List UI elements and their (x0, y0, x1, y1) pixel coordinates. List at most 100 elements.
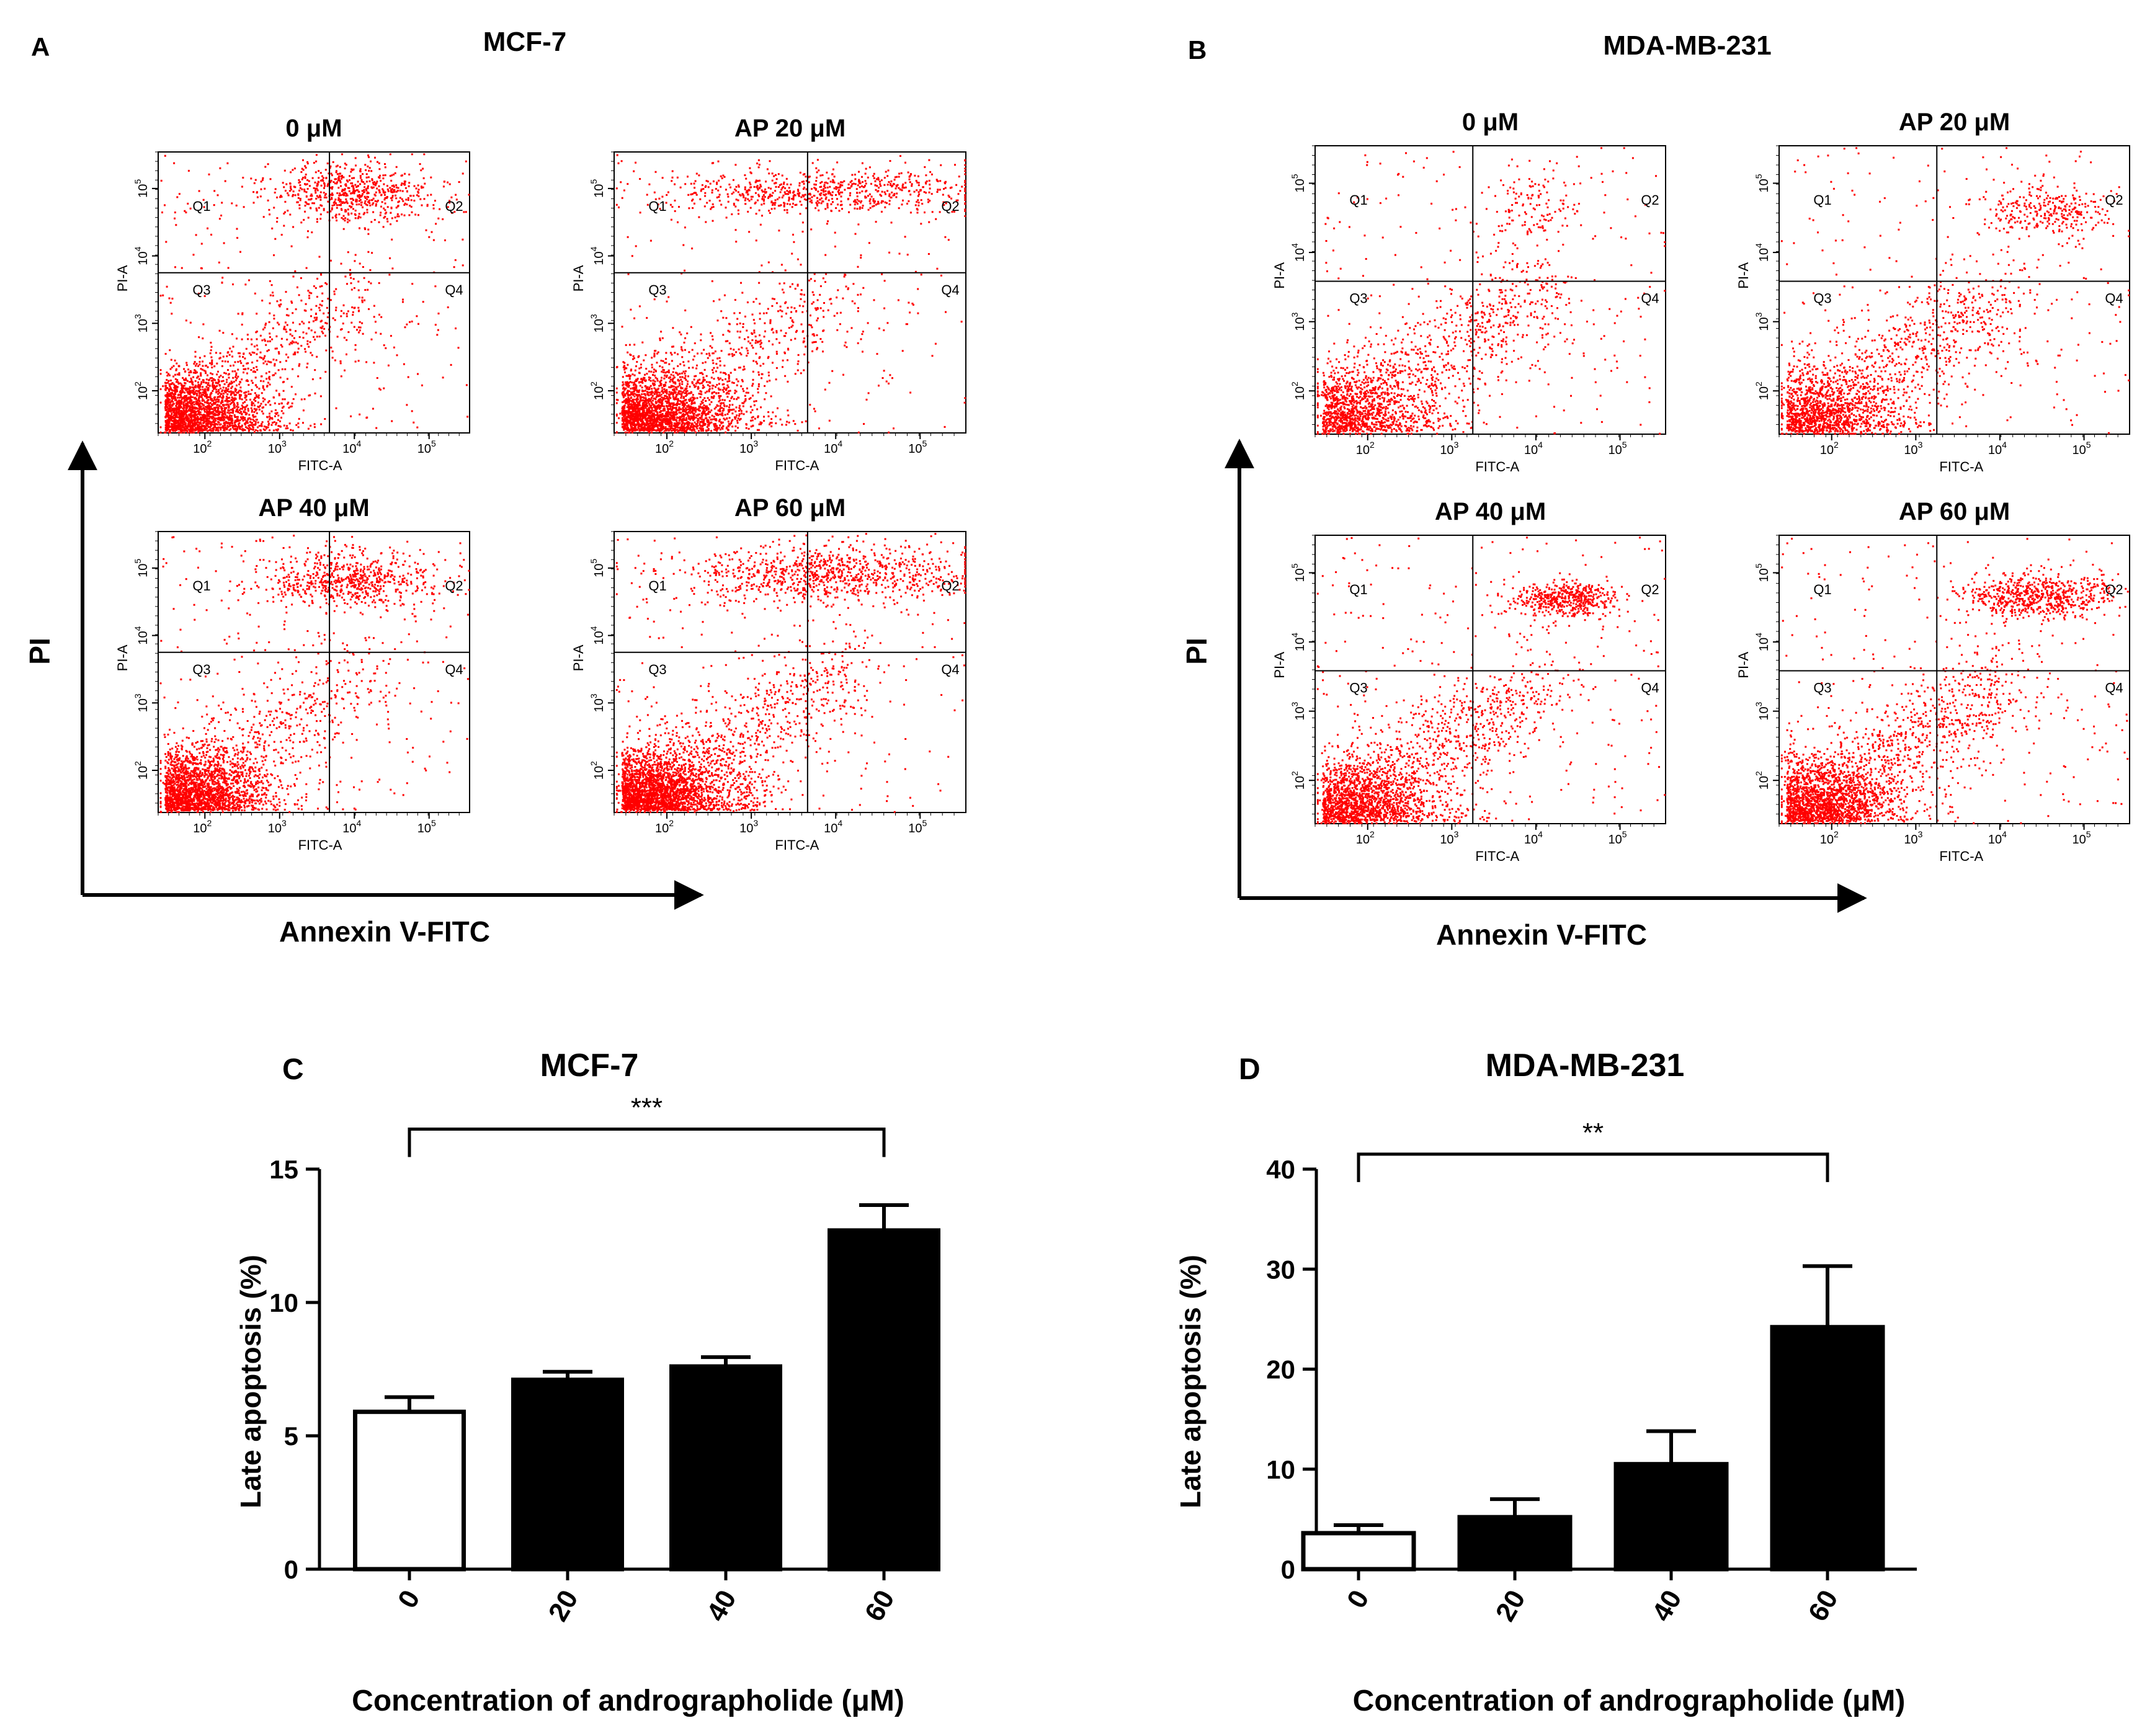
flow-plot-a-2: AP 20 μM Q1 Q2 Q3 Q4 102 102 103 103 104 104 105 105… (571, 115, 966, 473)
flow-x-tick-exp: 3 (753, 438, 758, 448)
flow-x-tick-exp: 5 (1622, 829, 1627, 839)
bar-0 (353, 1409, 466, 1572)
flow-x-tick-exp: 4 (2002, 829, 2007, 839)
flow-y-tick-label: 104 (1290, 633, 1307, 651)
flow-y-tick-label: 102 (1754, 381, 1771, 400)
bar-panel-letter: C (282, 1053, 304, 1086)
flow-y-tick-label: 104 (1754, 243, 1771, 262)
bar-60 (1770, 1325, 1885, 1572)
flow-x-tick-exp: 3 (282, 818, 287, 828)
flow-y-tick-label: 105 (1290, 563, 1307, 582)
bar-x-tick-label: 40 (701, 1585, 743, 1627)
quadrant-label-q2: Q2 (1641, 582, 1659, 597)
flow-x-tick-label: 105 (2073, 440, 2091, 457)
flow-plot-title: 0 μM (1462, 109, 1519, 136)
flow-y-axis-label: PI-A (1272, 262, 1287, 289)
flow-y-axis-label: PI-A (115, 644, 130, 671)
quadrant-label-q3: Q3 (192, 282, 210, 298)
flow-y-tick-exp: 5 (1754, 174, 1764, 179)
panel-b: B MDA-MB-231 PI Annexin V-FITC 0 μM Q1 Q2 Q… (1180, 30, 2130, 951)
flow-x-tick-exp: 4 (356, 818, 361, 828)
flow-x-tick-exp: 2 (1370, 829, 1375, 839)
flow-plot-title: 0 μM (285, 115, 342, 142)
flow-y-tick-exp: 2 (133, 761, 143, 766)
flow-y-tick-label: 104 (1290, 243, 1307, 262)
flow-y-tick-exp: 2 (133, 381, 143, 386)
bar-y-axis-label: Late apoptosis (%) (234, 1255, 267, 1508)
bar-x-axis-label: Concentration of andrographolide (μM) (1353, 1685, 1906, 1717)
flow-x-tick-label: 105 (2073, 829, 2091, 847)
flow-y-tick-label: 103 (1290, 312, 1307, 331)
quadrant-label-q1: Q1 (648, 198, 666, 214)
flow-x-tick-label: 104 (342, 438, 361, 456)
flow-y-tick-exp: 4 (133, 626, 143, 631)
panel-d-bar-chart: D MDA-MB-231 0 10 20 30 40 Late apoptosis (%) 0 2… (1174, 1048, 1917, 1717)
panel-a-y-axis-label: PI (24, 638, 56, 664)
flow-y-tick-label: 105 (1754, 563, 1771, 582)
flow-x-tick-label: 102 (1820, 829, 1839, 847)
flow-x-axis-label: FITC-A (775, 458, 819, 473)
quadrant-label-q1: Q1 (1813, 192, 1831, 208)
flow-y-axis-label: PI-A (1272, 652, 1287, 679)
flow-y-tick-label: 103 (133, 693, 150, 712)
flow-y-tick-label: 102 (589, 761, 606, 780)
flow-plot-title: AP 20 μM (734, 115, 846, 142)
flow-y-tick-exp: 3 (589, 314, 599, 319)
bar-20 (1457, 1515, 1573, 1572)
flow-x-tick-exp: 2 (207, 818, 212, 828)
flow-y-tick-exp: 4 (133, 246, 143, 251)
quadrant-label-q4: Q4 (445, 662, 463, 677)
bar-y-tick-label: 30 (1266, 1255, 1295, 1284)
flow-y-tick-exp: 5 (589, 559, 599, 564)
panel-a-title: MCF-7 (483, 27, 566, 57)
flow-y-tick-label: 102 (589, 381, 606, 400)
flow-y-tick-label: 105 (1290, 174, 1307, 192)
flow-x-tick-label: 102 (655, 818, 674, 835)
flow-x-tick-label: 105 (417, 818, 436, 835)
flow-x-tick-exp: 3 (1918, 440, 1923, 450)
flow-x-tick-exp: 3 (1454, 829, 1459, 839)
flow-x-tick-label: 103 (1440, 829, 1458, 847)
flow-x-tick-label: 104 (1988, 440, 2007, 457)
flow-x-tick-label: 105 (908, 818, 927, 835)
quadrant-label-q1: Q1 (192, 578, 210, 594)
flow-plot-b-1: 0 μM Q1 Q2 Q3 Q4 102 102 103 103 104 104 105 105 FITC… (1272, 109, 1666, 474)
flow-x-tick-label: 105 (417, 438, 436, 456)
flow-y-tick-label: 103 (589, 314, 606, 332)
flow-x-tick-label: 105 (1609, 829, 1627, 847)
flow-y-tick-exp: 3 (133, 693, 143, 698)
quadrant-label-q3: Q3 (648, 282, 666, 298)
flow-y-tick-label: 104 (589, 626, 606, 644)
flow-x-tick-exp: 2 (1834, 829, 1839, 839)
flow-x-tick-label: 103 (268, 438, 287, 456)
flow-plot-b-3: AP 40 μM Q1 Q2 Q3 Q4 102 102 103 103 104 104 105 105… (1272, 498, 1666, 864)
quadrant-label-q1: Q1 (1349, 582, 1367, 597)
quadrant-label-q4: Q4 (941, 662, 959, 677)
panel-a-x-axis-label: Annexin V-FITC (279, 915, 490, 948)
flow-y-tick-exp: 5 (1290, 174, 1300, 179)
flow-plot-events (159, 535, 470, 813)
flow-y-axis-label: PI-A (115, 265, 130, 292)
quadrant-label-q4: Q4 (2105, 291, 2123, 306)
flow-x-tick-exp: 5 (922, 818, 927, 828)
panel-b-title: MDA-MB-231 (1603, 30, 1771, 61)
flow-y-tick-label: 103 (1754, 312, 1771, 331)
flow-plot-frame (1778, 145, 2130, 435)
flow-y-tick-exp: 2 (589, 761, 599, 766)
panel-a: A MCF-7 PI Annexin V-FITC 0 μM Q1 Q2 Q3 Q4 10… (24, 27, 966, 948)
bar-y-tick-label: 10 (269, 1288, 298, 1317)
flow-x-tick-exp: 4 (1538, 440, 1543, 450)
flow-y-tick-label: 104 (133, 626, 150, 644)
quadrant-label-q1: Q1 (192, 198, 210, 214)
quadrant-label-q3: Q3 (648, 662, 666, 677)
flow-y-tick-label: 105 (589, 179, 606, 198)
bar-y-tick-label: 40 (1266, 1155, 1295, 1184)
flow-x-tick-exp: 3 (753, 818, 758, 828)
bar-x-tick-label: 60 (1803, 1585, 1844, 1627)
flow-x-tick-exp: 4 (837, 818, 842, 828)
flow-y-tick-label: 102 (1290, 771, 1307, 790)
flow-x-tick-label: 104 (1524, 829, 1543, 847)
flow-x-tick-label: 104 (824, 818, 842, 835)
significance-bracket (1357, 1152, 1829, 1182)
bar-x-tick-label: 40 (1646, 1585, 1688, 1627)
